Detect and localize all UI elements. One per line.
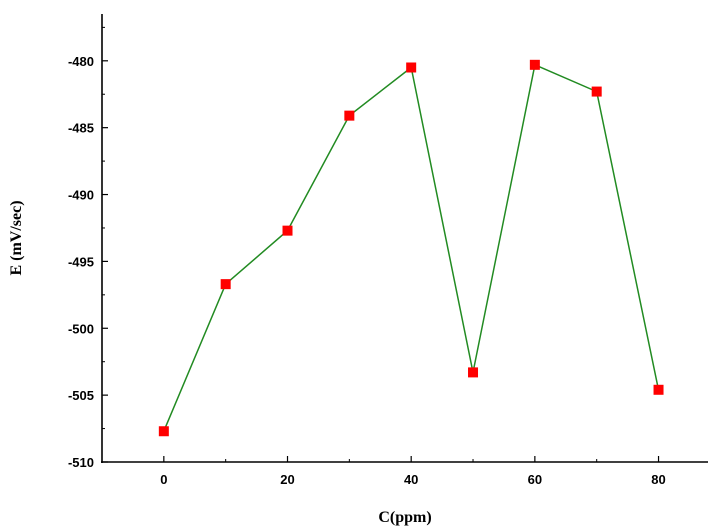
x-tick-label: 60 xyxy=(528,472,542,487)
data-point xyxy=(529,59,540,70)
y-tick-label: -495 xyxy=(68,254,94,269)
x-tick-label: 80 xyxy=(651,472,665,487)
y-tick-label: -490 xyxy=(68,188,94,203)
y-tick-label: -485 xyxy=(68,121,94,136)
data-point xyxy=(344,110,355,121)
data-point xyxy=(158,426,169,437)
data-point xyxy=(220,279,231,290)
y-tick-label: -500 xyxy=(68,321,94,336)
data-point xyxy=(468,367,479,378)
x-tick-label: 0 xyxy=(160,472,167,487)
series-line xyxy=(163,63,660,432)
x-tick-label: 20 xyxy=(280,472,294,487)
y-tick-label: -480 xyxy=(68,54,94,69)
x-tick-label: 40 xyxy=(404,472,418,487)
x-axis-title: C(ppm) xyxy=(378,509,431,526)
data-point xyxy=(282,225,293,236)
data-point xyxy=(653,384,664,395)
data-point xyxy=(406,62,417,73)
data-series xyxy=(158,59,664,437)
ticks: -510 -505 -500 -495 -490 -485 -480 0 20 40 60 80 xyxy=(68,26,666,487)
axes xyxy=(101,14,708,463)
y-tick-label: -510 xyxy=(68,455,94,470)
y-axis-title: E (mV/sec) xyxy=(8,200,25,275)
data-point xyxy=(591,86,602,97)
y-tick-label: -505 xyxy=(68,388,94,403)
